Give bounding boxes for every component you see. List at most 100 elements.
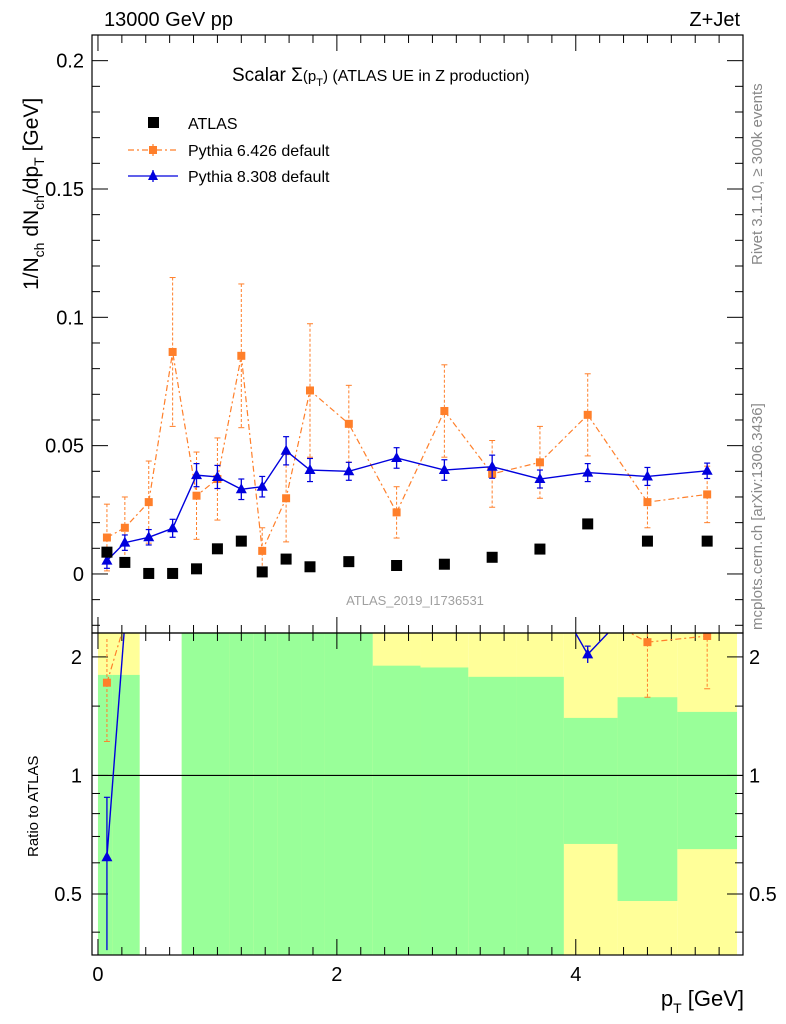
y-axis-label: 1/Nch dNch/dpT [GeV] xyxy=(20,98,47,290)
green-band xyxy=(563,717,618,844)
atlas-point xyxy=(486,551,498,563)
pythia6-point xyxy=(583,410,592,419)
ratio-y-tick-label-right: 1 xyxy=(749,765,760,787)
process-label: Z+Jet xyxy=(689,9,740,31)
legend-pythia6-marker xyxy=(149,146,157,154)
band-gap xyxy=(139,633,182,955)
y-tick-label: 0.2 xyxy=(56,51,84,73)
title-sigma: Σ xyxy=(291,65,303,86)
pythia6-point xyxy=(703,490,712,499)
pythia6-point xyxy=(282,494,291,503)
green-band xyxy=(372,665,421,955)
pythia6-point xyxy=(258,546,267,555)
pythia8-point xyxy=(391,451,403,462)
ylabel-b: dN xyxy=(20,210,43,243)
pythia8-point xyxy=(211,470,223,481)
main-axes: 0 0.05 0.1 0.15 0.2 xyxy=(45,35,743,633)
green-band xyxy=(617,697,678,901)
pythia8-point xyxy=(280,444,292,455)
ratio-pythia8-line xyxy=(574,633,589,655)
x-tick-label: 4 xyxy=(570,964,581,986)
title-suffix: (ATLAS UE in Z production) xyxy=(328,68,530,85)
x-axis-label: pT [GeV] xyxy=(661,986,744,1016)
ratio-uncertainty-bands xyxy=(97,633,738,955)
pythia6-point xyxy=(344,419,353,428)
y-tick-label: 0 xyxy=(73,564,84,586)
atlas-point xyxy=(304,561,316,573)
atlas-point xyxy=(191,563,203,575)
legend-atlas-marker xyxy=(148,117,159,128)
green-band xyxy=(253,633,278,955)
ratio-pythia6-point xyxy=(703,633,712,641)
ratio-pythia8-line xyxy=(587,633,610,655)
atlas-point xyxy=(641,535,653,547)
ylabel-d: [GeV] xyxy=(20,98,43,158)
ratio-y-tick-label: 2 xyxy=(71,647,82,669)
green-band xyxy=(112,674,140,955)
pythia8-point xyxy=(143,531,155,542)
mcplots-label: mcplots.cern.ch [arXiv:1306.3436] xyxy=(749,403,766,630)
ylabel-a: 1/N xyxy=(20,257,43,290)
atlas-point xyxy=(582,518,594,530)
xlabel-main: p xyxy=(661,986,673,1011)
atlas-point xyxy=(167,567,179,579)
y-tick-label: 0.15 xyxy=(45,179,84,201)
green-band xyxy=(468,676,517,955)
title-sub: T xyxy=(316,77,323,89)
ylabel-c: /dp xyxy=(20,166,43,195)
green-band xyxy=(229,633,254,955)
pythia6-point xyxy=(305,386,314,395)
analysis-watermark: ATLAS_2019_I1736531 xyxy=(346,593,484,608)
y-tick-label: 0.1 xyxy=(56,307,84,329)
pythia6-point xyxy=(102,533,111,542)
pythia8-point xyxy=(167,522,179,533)
pythia8-point xyxy=(641,470,653,481)
pythia6-point xyxy=(192,491,201,500)
title-close: ) xyxy=(323,68,328,85)
atlas-point xyxy=(211,543,223,555)
green-band xyxy=(324,633,373,955)
pythia6-point xyxy=(392,508,401,517)
pythia8-point xyxy=(304,464,316,475)
green-band xyxy=(181,633,230,955)
pythia6-point xyxy=(440,406,449,415)
atlas-point xyxy=(701,535,713,547)
ylabel-a-sub: ch xyxy=(31,243,47,258)
title-open: (p xyxy=(303,68,316,85)
legend-pythia8-marker xyxy=(148,170,158,180)
ratio-pythia6-line xyxy=(106,633,123,683)
green-band xyxy=(420,667,469,955)
energy-label: 13000 GeV pp xyxy=(104,9,233,31)
atlas-point xyxy=(343,556,355,568)
pythia6-point xyxy=(535,458,544,467)
pythia8-point xyxy=(119,536,131,547)
pythia8-point xyxy=(343,465,355,476)
atlas-point xyxy=(391,560,403,572)
atlas-point xyxy=(438,558,450,570)
main-data-points xyxy=(101,277,713,579)
pythia6-series-line xyxy=(106,351,708,554)
ratio-y-axis-label: Ratio to ATLAS xyxy=(25,756,42,857)
xlabel-sub: T xyxy=(673,1000,682,1016)
ylabel-b-sub: ch xyxy=(31,195,47,210)
pythia6-point xyxy=(144,498,153,507)
ratio-axes: 0.5 0.5 1 1 2 2 0 2 4 xyxy=(54,633,777,986)
pythia8-point xyxy=(438,464,450,475)
pythia8-point xyxy=(256,480,268,491)
pythia8-point xyxy=(701,464,713,475)
ratio-pythia6-line xyxy=(647,635,708,643)
atlas-point xyxy=(534,543,546,555)
legend-pythia6-label: Pythia 6.426 default xyxy=(188,143,330,160)
x-tick-label: 0 xyxy=(92,964,103,986)
atlas-point xyxy=(101,546,113,558)
atlas-point xyxy=(256,566,268,578)
chart-title: Scalar Σ(pT) (ATLAS UE in Z production) xyxy=(232,65,530,89)
pythia8-point xyxy=(191,469,203,480)
pythia8-point xyxy=(235,483,247,494)
green-band xyxy=(516,676,564,955)
ratio-y-tick-label: 0.5 xyxy=(54,884,82,906)
atlas-point xyxy=(119,556,131,568)
ratio-pythia6-line xyxy=(629,633,648,643)
title-prefix: Scalar xyxy=(232,65,291,86)
